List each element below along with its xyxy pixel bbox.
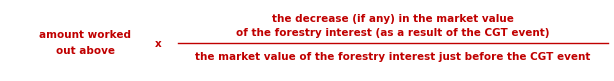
Text: the decrease (if any) in the market value: the decrease (if any) in the market valu…	[272, 14, 514, 24]
Text: of the forestry interest (as a result of the CGT event): of the forestry interest (as a result of…	[236, 28, 550, 38]
Text: amount worked: amount worked	[39, 30, 131, 40]
Text: out above: out above	[55, 46, 114, 56]
Text: the market value of the forestry interest just before the CGT event: the market value of the forestry interes…	[195, 52, 591, 62]
Text: x: x	[155, 39, 161, 49]
